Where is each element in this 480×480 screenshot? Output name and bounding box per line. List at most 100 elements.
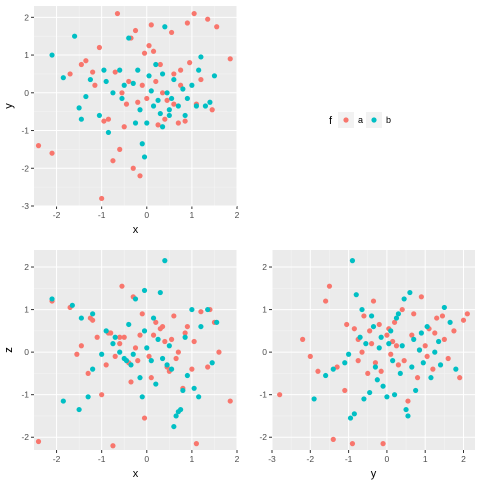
point-b: [90, 311, 96, 317]
point-a: [132, 345, 139, 351]
point-a: [205, 16, 211, 22]
point-a: [137, 332, 143, 338]
point-b: [368, 313, 375, 319]
y-tick-label: -1: [21, 390, 29, 400]
point-b: [130, 351, 136, 357]
point-a: [117, 341, 123, 347]
point-a: [182, 330, 188, 336]
point-a: [128, 379, 134, 385]
point-b: [139, 394, 145, 400]
y-tick-label: -2: [21, 432, 29, 442]
point-a: [101, 118, 107, 124]
point-b: [141, 287, 148, 294]
point-b: [126, 321, 132, 328]
point-a: [119, 90, 125, 96]
point-b: [342, 360, 348, 366]
y-tick-label: 2: [24, 262, 29, 272]
point-a: [300, 336, 306, 342]
point-b: [137, 107, 143, 113]
point-b: [117, 67, 123, 73]
legend-label-a: a: [358, 115, 363, 125]
point-a: [92, 82, 98, 88]
point-b: [155, 336, 161, 342]
point-b: [110, 341, 116, 347]
point-b: [436, 338, 442, 345]
point-a: [168, 336, 175, 342]
point-a: [388, 351, 394, 357]
point-a: [164, 97, 170, 103]
point-a: [384, 332, 390, 338]
point-a: [150, 48, 157, 54]
point-a: [162, 116, 168, 122]
point-b: [175, 103, 181, 109]
point-b: [128, 362, 134, 368]
point-a: [132, 27, 139, 34]
point-b: [164, 90, 170, 96]
point-b: [144, 120, 150, 126]
point-b: [83, 93, 89, 100]
point-b: [424, 323, 430, 330]
point-b: [137, 375, 143, 381]
point-b: [391, 392, 398, 398]
point-a: [391, 319, 398, 325]
y-tick-label: 0: [24, 347, 29, 357]
point-b: [123, 358, 130, 364]
x-tick-label: 0: [144, 454, 149, 464]
point-b: [148, 358, 154, 364]
point-b: [157, 289, 163, 296]
point-a: [137, 173, 143, 179]
point-b: [357, 334, 363, 340]
point-b: [159, 124, 166, 130]
point-a: [214, 24, 220, 30]
point-b: [420, 360, 426, 366]
panel-bottom-right-y-vs-z: -3 -2 -1 0 1 2 -2 -1 0 1 2 y z: [3, 250, 475, 480]
y-axis-title: z: [3, 347, 15, 353]
point-a: [323, 298, 329, 304]
point-a: [162, 338, 168, 345]
point-a: [153, 319, 159, 325]
point-a: [330, 436, 336, 442]
point-b: [198, 323, 204, 330]
point-a: [135, 358, 141, 364]
point-a: [441, 336, 447, 342]
point-a: [349, 441, 356, 447]
x-tick-label: 0: [144, 210, 149, 220]
point-a: [67, 71, 73, 77]
panel-background: [272, 250, 475, 450]
point-b: [78, 116, 84, 122]
point-a: [105, 116, 112, 122]
point-b: [132, 120, 139, 126]
point-b: [141, 154, 148, 160]
point-b: [418, 330, 424, 336]
point-a: [315, 368, 321, 374]
point-a: [378, 368, 384, 374]
point-b: [60, 75, 66, 81]
point-b: [166, 112, 172, 119]
point-a: [159, 90, 166, 96]
point-b: [121, 82, 127, 88]
y-tick-label: 1: [24, 305, 29, 315]
point-b: [447, 319, 453, 325]
point-a: [198, 309, 204, 315]
point-b: [437, 362, 444, 368]
x-tick-label: 1: [190, 210, 195, 220]
point-a: [157, 61, 163, 68]
panel-top-left-x-vs-y: -2 -1 0 1 2 -3 -2 -1 0 1 2 x y: [3, 6, 240, 236]
point-a: [393, 343, 400, 349]
point-b: [359, 306, 365, 313]
point-a: [110, 443, 116, 449]
y-axis-title: z: [3, 347, 15, 353]
point-a: [193, 441, 199, 447]
point-b: [367, 389, 373, 396]
point-b: [386, 341, 392, 347]
point-b: [374, 377, 380, 383]
point-b: [126, 35, 132, 41]
point-b: [90, 366, 96, 372]
point-a: [216, 349, 222, 355]
point-b: [76, 406, 82, 413]
point-a: [351, 326, 357, 332]
point-b: [148, 88, 154, 94]
point-a: [175, 349, 181, 355]
point-a: [227, 398, 233, 404]
point-b: [196, 67, 202, 73]
